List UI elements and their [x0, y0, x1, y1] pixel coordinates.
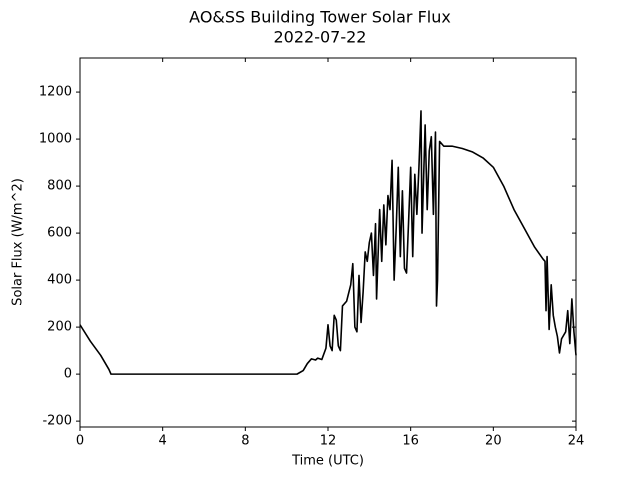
- data-line: [79, 110, 577, 375]
- y-tick-label: -200: [42, 414, 72, 429]
- x-tick-label: 16: [402, 434, 419, 449]
- x-tick-label: 4: [159, 434, 167, 449]
- y-tick-label: 400: [47, 273, 72, 288]
- y-tick-label: 800: [47, 179, 72, 194]
- chart-subtitle: 2022-07-22: [274, 28, 367, 47]
- y-tick-label: 1000: [39, 132, 72, 147]
- plot-frame: [79, 57, 577, 428]
- x-tick-label: 20: [485, 434, 502, 449]
- x-axis-label: Time (UTC): [291, 454, 364, 469]
- y-tick-label: 200: [47, 320, 72, 335]
- x-tick-label: 24: [568, 434, 585, 449]
- x-tick-label: 0: [76, 434, 84, 449]
- x-tick-label: 8: [241, 434, 249, 449]
- y-tick-label: 0: [64, 367, 72, 382]
- chart-title: AO&SS Building Tower Solar Flux: [189, 8, 451, 27]
- y-tick-label: 1200: [39, 85, 72, 100]
- x-tick-label: 12: [320, 434, 337, 449]
- y-axis-label: Solar Flux (W/m^2): [11, 178, 26, 306]
- y-tick-label: 600: [47, 226, 72, 241]
